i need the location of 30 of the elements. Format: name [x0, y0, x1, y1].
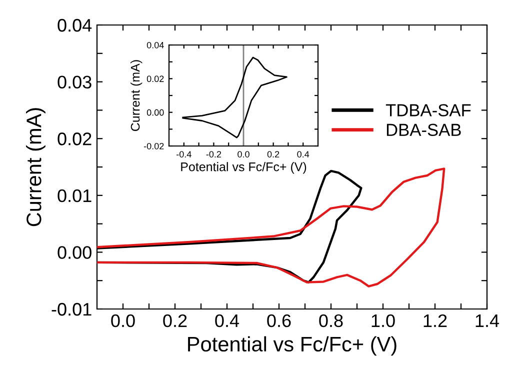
y-tick-label: 0.00: [58, 246, 92, 259]
y-tick-label: -0.01: [52, 302, 92, 316]
x-tick-label: -0.2: [206, 151, 222, 158]
y-tick-label: -0.02: [144, 142, 164, 150]
y-tick-label: 0.02: [146, 76, 164, 82]
line-series: [182, 56, 288, 138]
y-tick-label: 0.01: [58, 189, 92, 202]
x-tick-label: -0.4: [176, 151, 192, 158]
y-tick-label: 0.00: [146, 109, 164, 116]
x-tick-label: 0.2: [267, 151, 280, 158]
x-tick-label: 1.2: [424, 314, 447, 327]
legend-label: DBA-SAB: [386, 124, 461, 136]
y-tick-label: 0.04: [146, 42, 164, 48]
y-tick-label: 0.02: [58, 132, 92, 146]
y-tick-label: 0.03: [58, 76, 92, 89]
x-tick-label: 0.0: [238, 151, 250, 158]
x-tick-label: 0.2: [163, 314, 187, 328]
x-tick-label: 0.0: [111, 314, 135, 328]
x-tick-label: 1.0: [372, 314, 395, 328]
x-tick-label: 0.4: [215, 314, 240, 328]
x-axis-title: Potential vs Fc/Fc+ (V): [188, 336, 396, 356]
y-axis-title: Current (mA): [130, 60, 142, 131]
x-tick-label: 1.4: [476, 314, 500, 327]
y-tick-label: 0.04: [58, 18, 92, 32]
x-tick-label: 0.8: [319, 314, 343, 328]
legend-label: TDBA-SAF: [386, 104, 471, 116]
x-tick-label: 0.4: [297, 151, 310, 158]
x-axis-title: Potential vs Fc/Fc+ (V): [181, 162, 306, 174]
x-tick-label: 0.6: [267, 314, 291, 328]
y-axis-title: Current (mA): [26, 108, 46, 226]
